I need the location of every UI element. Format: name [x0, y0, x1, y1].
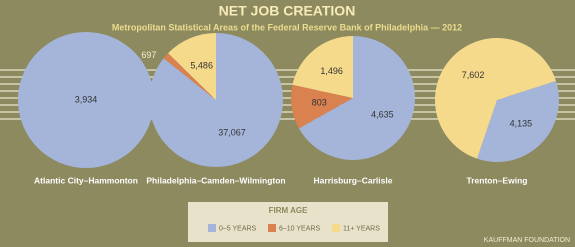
- data-label: 5,486: [190, 60, 213, 70]
- pie-slice: [298, 36, 416, 160]
- data-label: 1,496: [320, 66, 343, 76]
- pie-title: Harrisburg–Carlisle: [314, 175, 393, 185]
- legend-swatch: [332, 224, 340, 232]
- legend-label: 0–5 YEARS: [219, 225, 257, 232]
- legend-label: 6–10 YEARS: [279, 225, 320, 232]
- pie-title: Trenton–Ewing: [467, 175, 528, 185]
- pie-slice: [148, 33, 283, 167]
- pie-slice: [163, 53, 216, 100]
- legend-box: [188, 202, 388, 242]
- title: NET JOB CREATION: [219, 3, 356, 19]
- pie-slice: [476, 80, 559, 162]
- data-label: 7,602: [462, 70, 485, 80]
- data-label: 37,067: [218, 128, 246, 138]
- pie-slice: [291, 84, 353, 129]
- pie-slice: [434, 37, 556, 159]
- data-label: 4,635: [371, 110, 394, 120]
- legend-label: 11+ YEARS: [343, 225, 380, 232]
- legend-swatch: [268, 224, 276, 232]
- pie-slice: [18, 32, 154, 168]
- subtitle: Metropolitan Statistical Areas of the Fe…: [112, 22, 462, 32]
- pie-title: Atlantic City–Hammonton: [34, 175, 138, 185]
- pie-slice: [292, 36, 353, 98]
- pie-slice: [168, 33, 216, 100]
- legend-title: FIRM AGE: [269, 206, 308, 215]
- footer: KAUFFMAN FOUNDATION: [484, 237, 570, 244]
- data-label: 4,135: [510, 119, 533, 129]
- legend-swatch: [208, 224, 216, 232]
- data-label: 697: [141, 50, 156, 60]
- data-label: 803: [312, 97, 327, 107]
- data-label: 3,934: [75, 94, 98, 104]
- pie-title: Philadelphia–Camden–Wilmington: [146, 175, 285, 185]
